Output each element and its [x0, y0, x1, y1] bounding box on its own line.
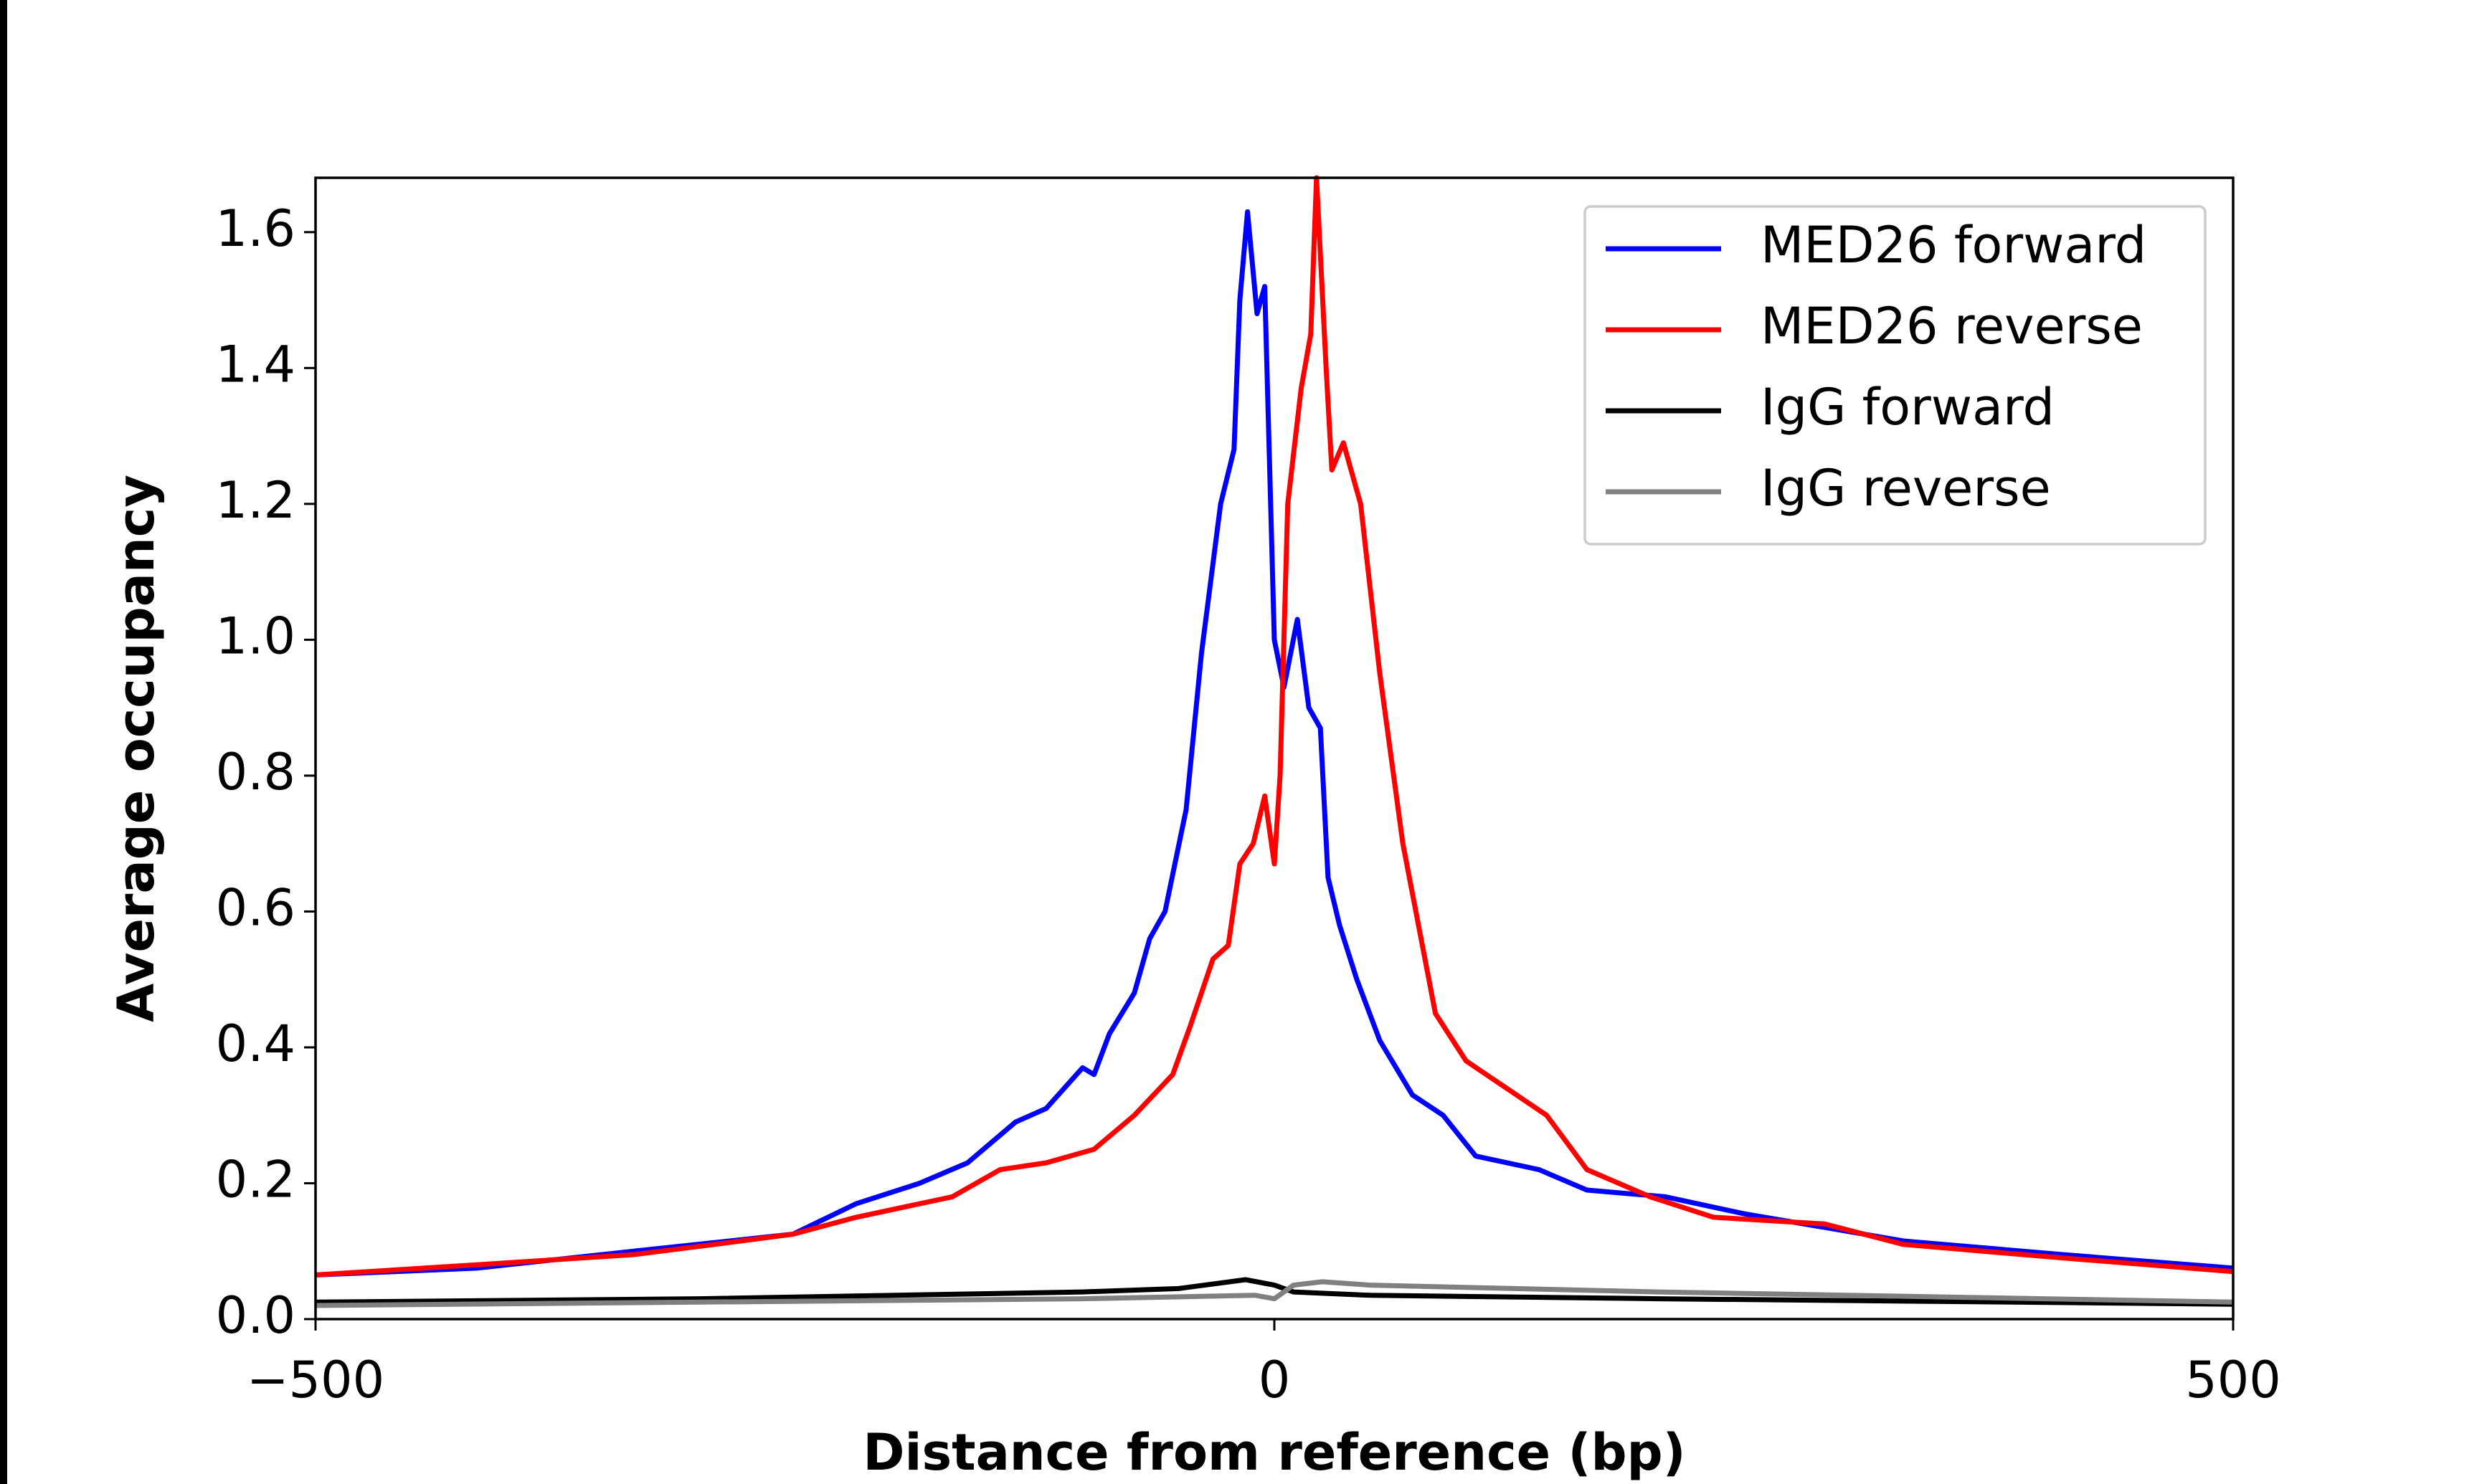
y-tick-label: 0.0 [216, 1286, 295, 1345]
y-axis-label: Average occupancy [107, 475, 166, 1022]
y-tick-label: 1.6 [216, 199, 295, 258]
series-line [315, 1279, 2234, 1308]
legend-label: IgG forward [1761, 378, 2055, 437]
series-line [315, 209, 2234, 1278]
y-tick-label: 0.8 [216, 743, 295, 802]
x-tick-label: 500 [2185, 1351, 2281, 1409]
plot-frame [314, 176, 2235, 1321]
y-tick-label: 0.4 [216, 1014, 295, 1073]
x-tick-label: 0 [1259, 1351, 1291, 1409]
y-tick-label: 0.2 [216, 1151, 295, 1209]
legend-box [1583, 205, 2207, 546]
edge-bar [0, 0, 7, 1484]
legend-label: MED26 reverse [1761, 297, 2143, 356]
x-tick-label: −500 [247, 1351, 384, 1409]
y-tick-label: 1.2 [216, 471, 295, 530]
legend-label: IgG reverse [1761, 459, 2051, 518]
legend-label: MED26 forward [1761, 216, 2146, 275]
series-line [315, 1277, 2234, 1307]
y-tick-label: 1.4 [216, 335, 295, 394]
series-line [315, 175, 2234, 1278]
y-tick-label: 0.6 [216, 878, 295, 937]
x-axis-label: Distance from reference (bp) [863, 1423, 1685, 1482]
y-tick-label: 1.0 [216, 607, 295, 665]
